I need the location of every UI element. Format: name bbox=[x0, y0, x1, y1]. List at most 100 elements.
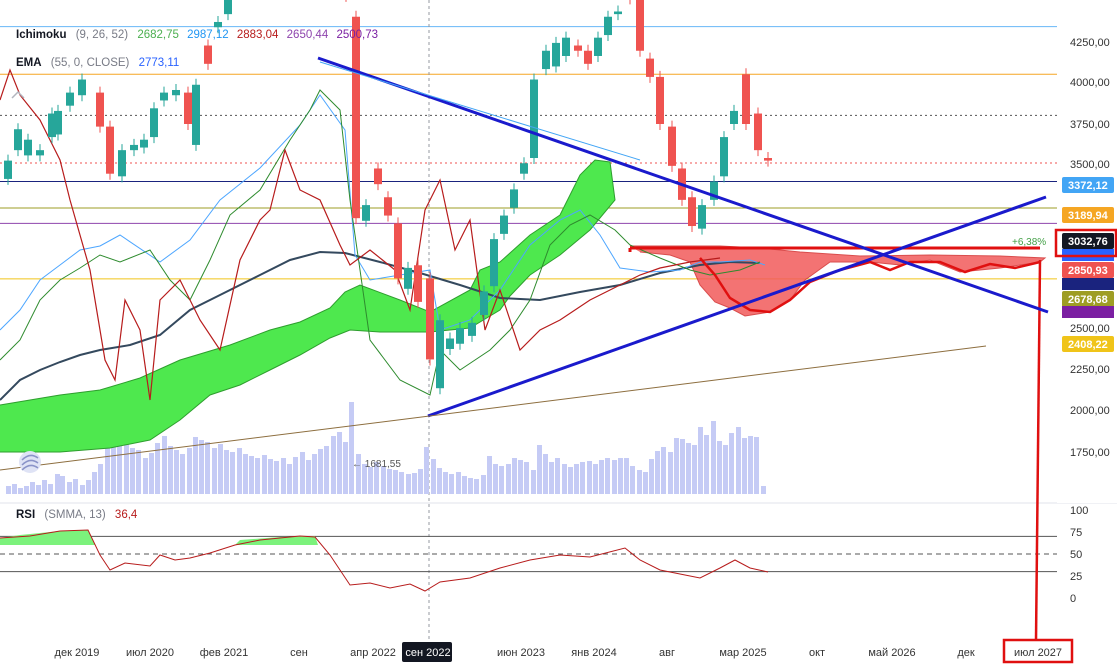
candle-body bbox=[54, 110, 62, 135]
candle-body bbox=[404, 267, 412, 289]
pct-change-annotation: +6,38% bbox=[1012, 237, 1046, 248]
volume-bar bbox=[143, 458, 148, 494]
time-axis-label: мар 2025 bbox=[719, 647, 766, 659]
thin-trendline bbox=[319, 61, 641, 161]
candle-body bbox=[668, 126, 676, 166]
price-axis-label: 4000,00 bbox=[1070, 77, 1110, 89]
volume-bar bbox=[680, 439, 685, 494]
candle-body bbox=[646, 58, 654, 77]
ichimoku-cloud-red bbox=[630, 245, 1047, 317]
volume-bar bbox=[637, 470, 642, 494]
candle-body bbox=[224, 0, 232, 15]
price-tag-label: 2408,22 bbox=[1068, 339, 1108, 351]
volume-bar bbox=[599, 460, 604, 494]
volume-bar bbox=[493, 464, 498, 494]
candle-body bbox=[656, 76, 664, 124]
volume-bar bbox=[381, 466, 386, 494]
volume-bar bbox=[474, 479, 479, 494]
candle-body bbox=[204, 45, 212, 64]
price-tag-bg bbox=[1062, 291, 1114, 307]
time-axis-label: сен bbox=[290, 647, 308, 659]
ema-name: EMA bbox=[16, 57, 42, 69]
volume-bar bbox=[300, 452, 305, 494]
candle-body bbox=[730, 110, 738, 124]
candle-body bbox=[446, 338, 454, 349]
candle-body bbox=[500, 215, 508, 234]
time-axis-label: окт bbox=[809, 647, 825, 659]
ichimoku-conversion-line bbox=[0, 89, 761, 396]
time-axis-label: май 2026 bbox=[868, 647, 915, 659]
volume-bar bbox=[306, 460, 311, 494]
candle-body bbox=[96, 92, 104, 127]
volume-bar bbox=[268, 459, 273, 494]
candle-body bbox=[362, 205, 370, 221]
volume-bar bbox=[55, 474, 60, 494]
red-vertical-line bbox=[1034, 259, 1042, 641]
candle-body bbox=[710, 181, 718, 200]
candle-body bbox=[78, 79, 86, 96]
volume-bar bbox=[293, 457, 298, 494]
ema-legend[interactable]: EMA (55, 0, CLOSE) 2773,11 bbox=[16, 57, 184, 69]
volume-bar bbox=[649, 459, 654, 494]
volume-bar bbox=[80, 485, 85, 494]
volume-bar bbox=[692, 445, 697, 494]
candle-body bbox=[160, 92, 168, 101]
candle-body bbox=[426, 278, 434, 360]
candle-body bbox=[352, 16, 360, 219]
volume-bar bbox=[518, 460, 523, 494]
volume-bar bbox=[180, 454, 185, 494]
candle-body bbox=[698, 205, 706, 229]
volume-bar bbox=[468, 478, 473, 494]
volume-bar bbox=[704, 435, 709, 494]
ichimoku-value-lagging: 2883,04 bbox=[236, 29, 279, 41]
price-tag-label: 2850,93 bbox=[1068, 265, 1108, 277]
volume-bar bbox=[431, 459, 436, 494]
candle-body bbox=[374, 168, 382, 185]
price-tag-span-bg bbox=[1062, 306, 1114, 318]
volume-bar bbox=[437, 468, 442, 494]
volume-bar bbox=[399, 472, 404, 494]
volume-bar bbox=[424, 447, 429, 494]
volume-bar bbox=[130, 448, 135, 494]
rsi-legend[interactable]: RSI (SMMA, 13) 36,4 bbox=[16, 509, 142, 521]
ichimoku-params: (9, 26, 52) bbox=[75, 29, 129, 41]
price-tag-ema-bg bbox=[1062, 278, 1114, 290]
volume-bar bbox=[331, 436, 336, 494]
volume-bar bbox=[287, 464, 292, 494]
background-layer bbox=[0, 0, 1117, 640]
volume-bar bbox=[729, 433, 734, 494]
price-axis-label: 2500,00 bbox=[1070, 323, 1110, 335]
candle-body bbox=[720, 137, 728, 177]
volume-bar bbox=[18, 488, 23, 494]
candle-body bbox=[614, 11, 622, 15]
volume-bar bbox=[723, 445, 728, 494]
volume-bar bbox=[60, 476, 65, 494]
volume-bar bbox=[149, 453, 154, 494]
rsi-axis-label: 0 bbox=[1070, 593, 1076, 605]
price-axis-label: 2000,00 bbox=[1070, 405, 1110, 417]
volume-bar bbox=[543, 454, 548, 494]
candle-body bbox=[106, 126, 114, 174]
volume-bar bbox=[98, 464, 103, 494]
volume-bar bbox=[73, 479, 78, 494]
price-tag-label: 3189,94 bbox=[1068, 210, 1109, 222]
indicator-lines-layer bbox=[0, 68, 769, 592]
ichimoku-value-span-b: 2500,73 bbox=[336, 29, 379, 41]
candle-body bbox=[436, 320, 444, 389]
time-axis-label: апр 2022 bbox=[350, 647, 396, 659]
volume-bar bbox=[262, 455, 267, 494]
rsi-params: (SMMA, 13) bbox=[44, 509, 106, 521]
volume-bar bbox=[318, 449, 323, 494]
candle-body bbox=[754, 113, 762, 151]
volume-bar bbox=[524, 462, 529, 494]
volume-bar bbox=[117, 444, 122, 494]
volume-bar bbox=[742, 438, 747, 494]
candle-body bbox=[742, 74, 750, 124]
drawings-layer: ← 1681,55 +6,38% bbox=[0, 56, 1049, 641]
candle-body bbox=[542, 50, 550, 70]
time-axis-label: авг bbox=[659, 647, 675, 659]
volume-bar bbox=[274, 461, 279, 494]
ichimoku-legend[interactable]: Ichimoku (9, 26, 52) 2682,75 2987,12 288… bbox=[16, 29, 383, 41]
volume-bar bbox=[761, 486, 766, 494]
